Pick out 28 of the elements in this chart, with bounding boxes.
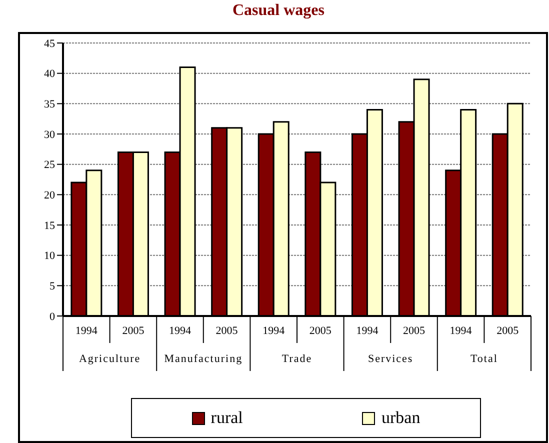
text: Total xyxy=(470,353,498,365)
y-tick-label: 5 xyxy=(50,280,56,293)
chart-title: Casual wages xyxy=(231,2,326,20)
y-tick-label: 15 xyxy=(44,220,56,232)
text: Services xyxy=(368,353,414,365)
y-tick-label: 10 xyxy=(44,250,56,262)
x-tick-label: 2005 xyxy=(122,325,145,337)
legend-label: urban xyxy=(381,408,420,428)
y-tick-label: 45 xyxy=(44,38,56,50)
x-tick-label: 2005 xyxy=(309,325,332,337)
x-tick-label: 1994 xyxy=(356,325,379,337)
y-tick-label: 35 xyxy=(44,98,56,111)
y-tick-label: 25 xyxy=(44,159,56,172)
y-tick-label: 20 xyxy=(44,190,56,202)
x-tick-label: 1994 xyxy=(75,325,98,337)
x-tick-label: 2005 xyxy=(216,325,238,337)
x-tick-label: 1994 xyxy=(450,325,472,337)
y-tick-label: 40 xyxy=(44,68,56,80)
legend-label: rural xyxy=(210,408,243,428)
x-tick-label: 1994 xyxy=(169,325,192,337)
y-tick-label: 0 xyxy=(50,310,56,323)
x-tick-label: 2005 xyxy=(403,325,426,337)
text: Agriculture xyxy=(78,353,141,365)
y-tick-label: 30 xyxy=(44,128,56,141)
x-tick-label: 2005 xyxy=(496,325,520,337)
text: Trade xyxy=(282,353,312,365)
x-tick-label: 1994 xyxy=(262,325,286,337)
text: Manufacturing xyxy=(164,353,243,365)
